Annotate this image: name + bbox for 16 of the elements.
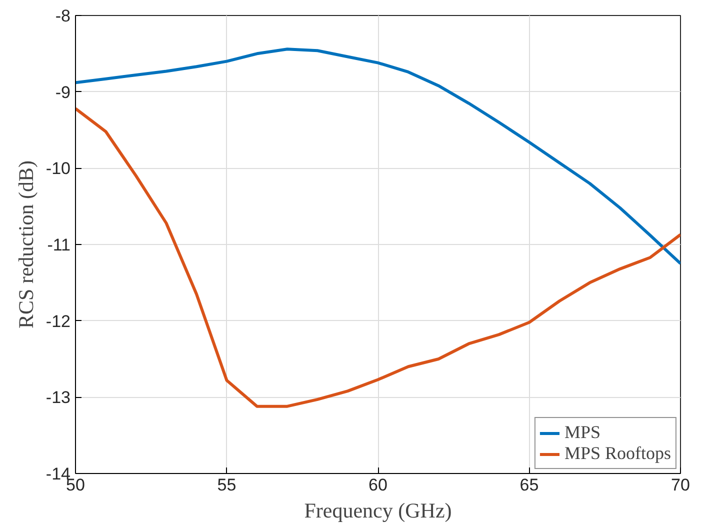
x-axis-title: Frequency (GHz)	[304, 498, 452, 522]
x-tick-label: 65	[520, 476, 539, 494]
y-tick-label: -9	[55, 82, 71, 102]
x-tick-label: 70	[671, 476, 690, 494]
y-tick-label: -12	[46, 312, 71, 331]
legend-label: MPS Rooftops	[564, 443, 671, 464]
y-axis-title: RCS reduction (dB)	[14, 160, 38, 328]
y-tick-label: -8	[55, 6, 71, 26]
y-tick-label: -11	[47, 236, 71, 254]
line-series	[76, 107, 680, 408]
y-tick-label: -13	[46, 388, 71, 408]
x-tick-label: 60	[368, 476, 388, 494]
x-tick-label: 55	[217, 476, 236, 494]
y-tick-label: -10	[46, 159, 71, 178]
legend-label: MPS	[564, 422, 600, 443]
line-series	[76, 48, 680, 266]
